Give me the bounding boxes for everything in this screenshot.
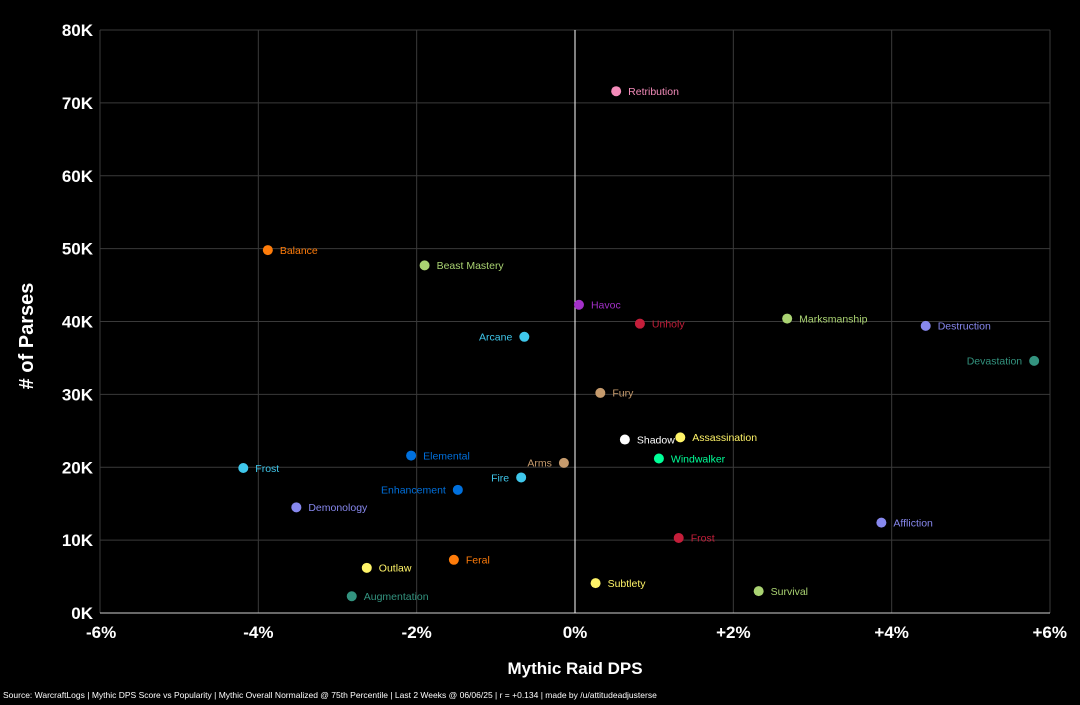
- point-label: Arms: [527, 458, 552, 470]
- data-point: [876, 517, 887, 528]
- point-label: Affliction: [893, 517, 933, 529]
- data-point: [653, 453, 664, 464]
- data-point: [675, 432, 686, 443]
- point-label: Destruction: [938, 321, 991, 333]
- x-tick-label: -2%: [402, 623, 432, 642]
- x-tick-label: +6%: [1033, 623, 1068, 642]
- data-point: [291, 502, 302, 513]
- y-tick-label: 0K: [71, 604, 93, 623]
- data-point: [590, 578, 601, 589]
- y-tick-label: 30K: [62, 385, 94, 404]
- point-label: Unholy: [652, 318, 685, 330]
- x-tick-label: +4%: [874, 623, 909, 642]
- data-point: [448, 554, 459, 565]
- x-axis-ticks: -6% -4% -2% 0% +2% +4% +6%: [86, 623, 1067, 642]
- point-label: Balance: [280, 245, 318, 257]
- data-point: [920, 320, 931, 331]
- point-label: Outlaw: [379, 563, 412, 575]
- point-label: Survival: [771, 586, 808, 598]
- data-point: [346, 591, 357, 602]
- x-tick-label: -6%: [86, 623, 116, 642]
- point-label: Feral: [466, 555, 490, 567]
- y-tick-label: 10K: [62, 531, 94, 550]
- data-point: [595, 387, 606, 398]
- point-labels: Retribution Balance Beast Mastery Havoc Unho…: [255, 86, 1022, 603]
- data-point: [619, 434, 630, 445]
- point-label: Demonology: [308, 502, 368, 514]
- y-axis-title: # of Parses: [16, 283, 38, 390]
- data-point: [419, 260, 430, 271]
- data-point: [1029, 355, 1040, 366]
- data-point: [519, 331, 530, 342]
- data-point: [558, 457, 569, 468]
- data-point: [634, 318, 645, 329]
- data-point: [516, 472, 527, 483]
- data-point: [573, 299, 584, 310]
- y-tick-label: 60K: [62, 167, 94, 186]
- point-label: Havoc: [591, 300, 621, 312]
- data-point: [452, 484, 463, 495]
- point-label: Frost: [255, 463, 279, 475]
- point-label: Fury: [612, 388, 634, 400]
- data-point: [782, 313, 793, 324]
- x-axis-title: Mythic Raid DPS: [507, 659, 642, 678]
- data-point: [262, 245, 273, 256]
- data-point: [406, 450, 417, 461]
- y-tick-label: 70K: [62, 94, 94, 113]
- point-label: Windwalker: [671, 453, 726, 465]
- y-tick-label: 50K: [62, 240, 94, 259]
- point-label: Enhancement: [381, 485, 446, 497]
- point-label: Assassination: [692, 432, 757, 444]
- point-label: Subtlety: [608, 578, 647, 590]
- data-point: [611, 86, 622, 97]
- data-point: [361, 562, 372, 573]
- y-tick-label: 40K: [62, 313, 94, 332]
- point-label: Shadow: [637, 434, 675, 446]
- point-label: Beast Mastery: [437, 260, 505, 272]
- point-label: Augmentation: [364, 591, 429, 603]
- point-label: Arcane: [479, 332, 512, 344]
- source-caption: Source: WarcraftLogs | Mythic DPS Score …: [3, 690, 657, 700]
- y-tick-label: 20K: [62, 458, 94, 477]
- x-tick-label: 0%: [563, 623, 588, 642]
- data-point: [238, 462, 249, 473]
- y-tick-label: 80K: [62, 21, 94, 40]
- point-label: Marksmanship: [799, 313, 867, 325]
- y-axis-ticks: 0K 10K 20K 30K 40K 50K 60K 70K 80K: [62, 21, 94, 623]
- data-point: [753, 586, 764, 597]
- x-tick-label: +2%: [716, 623, 751, 642]
- point-label: Devastation: [967, 356, 1023, 368]
- data-points: [238, 86, 1040, 602]
- x-tick-label: -4%: [243, 623, 273, 642]
- data-point: [673, 532, 684, 543]
- point-label: Retribution: [628, 86, 679, 98]
- point-label: Elemental: [423, 450, 470, 462]
- point-label: Frost: [691, 533, 715, 545]
- point-label: Fire: [491, 472, 509, 484]
